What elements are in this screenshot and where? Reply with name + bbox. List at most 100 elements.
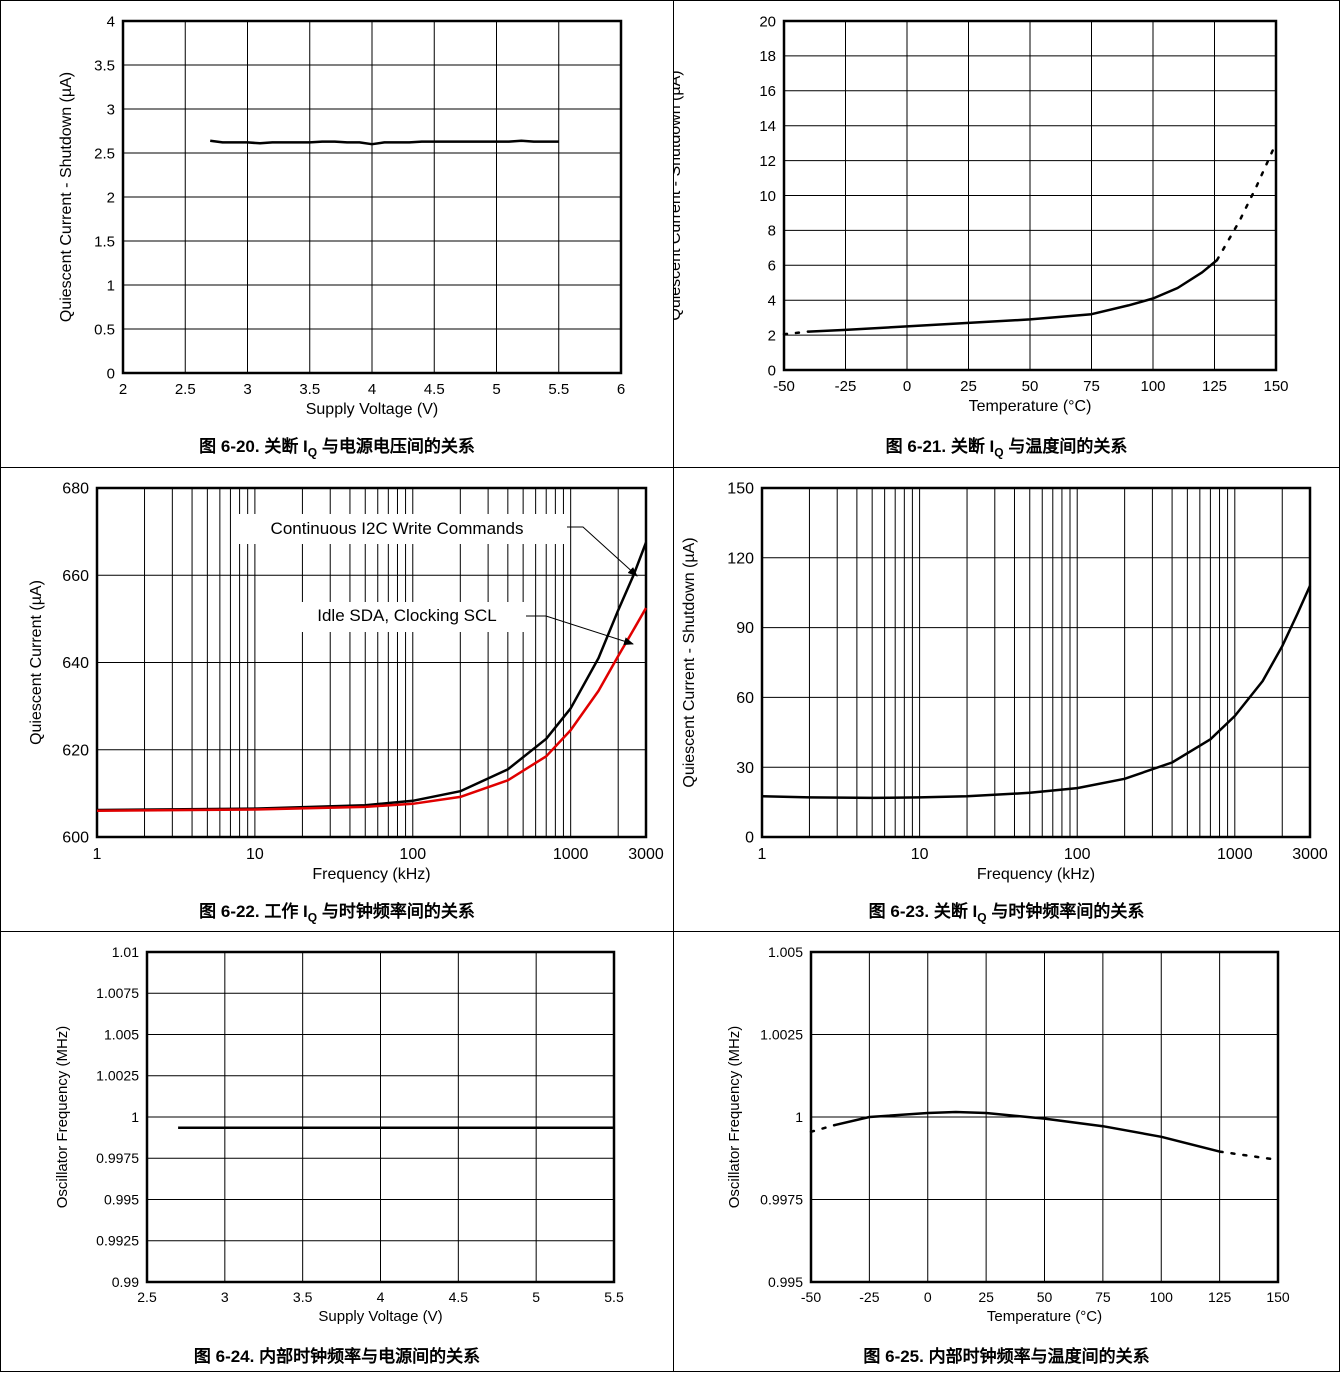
x-tick-label: 125 [1202, 378, 1227, 395]
x-tick-label: 100 [1064, 846, 1091, 863]
series-line [761, 585, 1312, 800]
series-line [834, 1110, 1220, 1153]
x-tick-label: 3 [221, 1289, 229, 1305]
y-tick-label: 0 [768, 362, 776, 379]
plot-frame [809, 950, 1280, 1284]
y-axis-label: Oscillator Frequency (MHz) [54, 1026, 71, 1209]
chart-panel-3: 1 10 100 1000 3000 600 620 640 660 680 Frequency (… [0, 467, 674, 932]
series-line [808, 259, 1218, 333]
x-tick-label: 3000 [628, 846, 664, 863]
annotation-arrow [526, 615, 634, 646]
y-tick-label: 20 [759, 13, 776, 30]
x-tick-label: 150 [1263, 378, 1288, 395]
y-tick-label: 4 [768, 292, 776, 309]
y-tick-label: 1.0025 [760, 1026, 803, 1042]
y-tick-label: 1.5 [94, 233, 115, 250]
y-tick-label: 3.5 [94, 57, 115, 74]
y-tick-label: 6 [768, 258, 776, 275]
x-tick-label: 0 [924, 1289, 932, 1305]
y-axis-label: Quiescent Current - Shutdown (µA) [58, 72, 75, 322]
grid-lines [783, 20, 1277, 371]
chart-panel-1: 2 2.5 3 3.5 4 4.5 5 5.5 6 0 0.5 1 1.5 2 2.5 3 3.5 4 Supply… [0, 0, 674, 468]
x-tick-label: 100 [1150, 1289, 1174, 1305]
y-tick-label: 0.995 [768, 1274, 803, 1290]
x-tick-label: 5.5 [548, 381, 569, 398]
series-line-dashed [1218, 1150, 1280, 1162]
y-tick-label: 1.0075 [96, 985, 139, 1001]
chart-caption-2: 图 6-21. 关断 IQ 与温度间的关系 [885, 437, 1128, 460]
x-axis-label: Supply Voltage (V) [306, 401, 439, 418]
y-tick-label: 120 [727, 550, 754, 567]
y-tick-label: 660 [62, 568, 89, 585]
chart-svg-1: 2 2.5 3 3.5 4 4.5 5 5.5 6 0 0.5 1 1.5 2 2.5 3 3.5 4 Supply… [58, 13, 625, 418]
grid-lines [762, 487, 1310, 838]
x-tick-label: 100 [399, 846, 426, 863]
plot-frame [145, 950, 616, 1284]
x-axis-label: Frequency (kHz) [312, 866, 430, 883]
x-tick-label: 2.5 [175, 381, 196, 398]
y-tick-label: 18 [759, 48, 776, 65]
plot-frame [95, 486, 648, 839]
annotation-label: Continuous I2C Write Commands [271, 519, 524, 538]
x-tick-label: 5 [492, 381, 500, 398]
series-line [96, 542, 648, 812]
y-tick-label: 60 [736, 690, 754, 707]
plot-frame [121, 19, 623, 375]
x-tick-label: 1000 [553, 846, 589, 863]
series-line [96, 607, 648, 813]
y-tick-label: 16 [759, 83, 776, 100]
x-tick-label: 25 [960, 378, 977, 395]
y-tick-label: 90 [736, 620, 754, 637]
grid-lines [122, 20, 622, 374]
y-tick-label: 0.9975 [96, 1150, 139, 1166]
annotation-box [291, 602, 526, 632]
y-tick-label: 1 [795, 1109, 803, 1125]
x-tick-label: 4.5 [424, 381, 445, 398]
y-tick-label: 3 [107, 101, 115, 118]
y-tick-label: 640 [62, 655, 89, 672]
x-axis-label: Frequency (kHz) [977, 866, 1095, 883]
x-tick-label: 25 [978, 1289, 994, 1305]
x-axis-label: Temperature (°C) [969, 398, 1092, 415]
y-axis-label: Quiescent Current - Shutdown (µA) [681, 537, 698, 787]
y-tick-label: 2 [107, 189, 115, 206]
y-tick-label: 8 [768, 223, 776, 240]
y-tick-label: 0.99 [112, 1274, 139, 1290]
x-tick-label: 75 [1083, 378, 1100, 395]
y-tick-label: 620 [62, 742, 89, 759]
chart-caption-6: 图 6-25. 内部时钟频率与温度间的关系 [863, 1347, 1150, 1366]
x-tick-label: -50 [773, 378, 795, 395]
y-tick-label: 0.9925 [96, 1233, 139, 1249]
annotation-label: Idle SDA, Clocking SCL [317, 606, 497, 625]
x-tick-label: -25 [835, 378, 857, 395]
plot-frame [760, 486, 1312, 839]
chart-caption-4: 图 6-23. 关断 IQ 与时钟频率间的关系 [868, 902, 1145, 925]
x-tick-label: -50 [801, 1289, 821, 1305]
y-tick-label: 0 [107, 365, 115, 382]
x-tick-label: 50 [1037, 1289, 1053, 1305]
y-tick-label: 0.9975 [760, 1191, 803, 1207]
y-tick-label: 1 [131, 1109, 139, 1125]
y-axis-label: Oscillator Frequency (MHz) [726, 1026, 743, 1209]
x-tick-label: 5 [532, 1289, 540, 1305]
y-tick-label: 2 [768, 327, 776, 344]
y-tick-label: 4 [107, 13, 115, 30]
x-tick-label: 3.5 [299, 381, 320, 398]
y-axis-label: Quiescent Current - Shutdown (µA) [674, 70, 684, 320]
x-tick-label: 1000 [1217, 846, 1253, 863]
y-tick-label: 14 [759, 118, 776, 135]
chart-caption-1: 图 6-20. 关断 IQ 与电源电压间的关系 [199, 437, 475, 460]
chart-panel-4: 1 10 100 1000 3000 0 30 60 90 120 150 Frequency (kH… [673, 467, 1340, 932]
x-tick-label: 1 [93, 846, 102, 863]
x-tick-label: 10 [911, 846, 929, 863]
x-tick-label: -25 [859, 1289, 879, 1305]
x-tick-label: 75 [1095, 1289, 1111, 1305]
x-tick-label: 0 [903, 378, 911, 395]
y-tick-label: 680 [62, 481, 89, 498]
y-tick-label: 1.005 [768, 944, 803, 960]
plot-frame [782, 19, 1278, 372]
x-tick-label: 5.5 [604, 1289, 624, 1305]
y-tick-label: 1.005 [104, 1026, 139, 1042]
annotation-arrow [567, 526, 638, 577]
